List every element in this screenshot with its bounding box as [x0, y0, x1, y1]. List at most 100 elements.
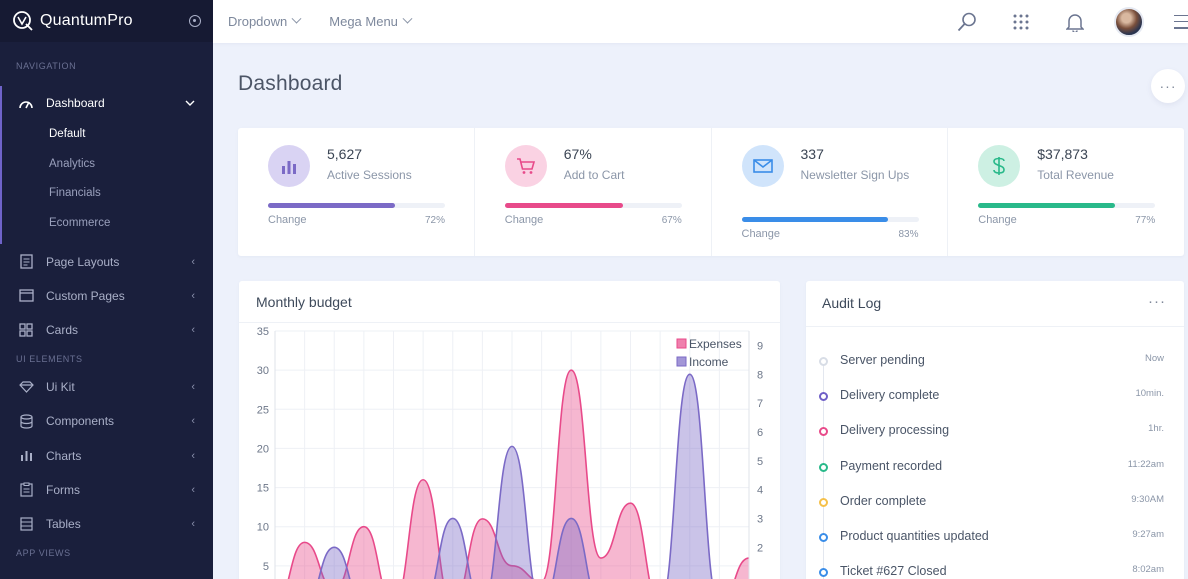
audit-more-button[interactable]: ··· [1148, 293, 1166, 310]
avatar[interactable] [1114, 6, 1144, 37]
sidebar-item-label: Forms [46, 482, 80, 497]
dollar-icon [993, 157, 1006, 175]
stat-label: Add to Cart [563, 168, 625, 182]
chevron-left-icon: ‹ [191, 289, 195, 302]
y2-tick-label: 9 [757, 340, 763, 352]
sidebar-item-label: Components [46, 414, 115, 429]
sidebar-item-label: Custom Pages [46, 288, 125, 303]
sidebar: QuantumPro NAVIGATION Dashboard Default … [0, 0, 213, 579]
form-icon [18, 482, 34, 498]
change-percent: 77% [1135, 215, 1156, 226]
dropdown-menu[interactable]: Dropdown [228, 13, 302, 29]
audit-item-text: Product quantities updated [840, 529, 989, 543]
chevron-left-icon: ‹ [191, 483, 195, 496]
sidebar-subitem-ecommerce[interactable]: Ecommerce [49, 216, 111, 229]
timeline-dot [819, 427, 828, 437]
brand[interactable]: QuantumPro [0, 0, 213, 42]
sidebar-subitem-analytics[interactable]: Analytics [49, 157, 96, 170]
gauge-icon [18, 95, 34, 111]
audit-item: Payment recorded 11:22am [806, 449, 1184, 484]
sidebar-subitem-financials[interactable]: Financials [49, 187, 101, 200]
y2-tick-label: 4 [757, 485, 763, 497]
legend-label: Expenses [689, 337, 742, 351]
change-percent: 67% [661, 215, 682, 226]
y-tick-label: 30 [257, 365, 269, 377]
progress-track [978, 203, 1156, 208]
stat-icon-circle [741, 145, 784, 187]
chevron-left-icon: ‹ [191, 415, 195, 428]
change-percent: 72% [424, 215, 445, 226]
card-divider [806, 326, 1184, 327]
y-tick-label: 20 [257, 443, 269, 455]
y-tick-label: 25 [257, 404, 269, 416]
cards-icon [18, 322, 34, 338]
nav-section-title: NAVIGATION [16, 61, 77, 71]
audit-item: Order complete 9:30AM [806, 484, 1184, 519]
audit-item: Delivery processing 1hr. [806, 413, 1184, 448]
audit-item: Ticket #627 Closed 8:02am [806, 554, 1184, 579]
sidebar-item-label: Tables [46, 517, 81, 532]
dropdown-menu-label: Dropdown [228, 14, 288, 29]
bar-chart-icon [18, 448, 34, 464]
card-title: Audit Log [822, 295, 882, 311]
brand-logo-icon [13, 11, 33, 31]
chevron-left-icon: ‹ [191, 518, 195, 531]
mega-menu[interactable]: Mega Menu [329, 13, 413, 29]
sidebar-item-forms[interactable]: Forms ‹ [0, 473, 213, 507]
audit-item: Delivery complete 10min. [806, 378, 1184, 413]
change-label: Change [978, 214, 1017, 226]
sidebar-item-custom-pages[interactable]: Custom Pages ‹ [0, 279, 213, 313]
stat-label: Active Sessions [327, 168, 412, 182]
sidebar-subitem-default[interactable]: Default [49, 128, 86, 141]
stat-icon-circle [268, 145, 310, 187]
stat-value: 67% [563, 146, 592, 162]
sidebar-item-ui-kit[interactable]: Ui Kit ‹ [0, 370, 213, 404]
timeline-dot [819, 392, 828, 402]
sidebar-item-cards[interactable]: Cards ‹ [0, 313, 213, 347]
progress-fill [504, 203, 624, 208]
timeline-dot [819, 357, 828, 366]
sidebar-item-components[interactable]: Components ‹ [0, 404, 213, 438]
y-tick-label: 15 [257, 483, 269, 495]
stat-icon-circle [978, 145, 1021, 187]
legend-swatch [676, 338, 687, 349]
stat-value: $37,873 [1037, 146, 1088, 162]
mega-menu-label: Mega Menu [329, 14, 398, 29]
mail-icon [752, 159, 773, 173]
sidebar-item-charts[interactable]: Charts ‹ [0, 438, 213, 472]
bell-icon[interactable] [1064, 11, 1086, 33]
page-title: Dashboard [238, 72, 343, 95]
monthly-budget-card: Monthly budget 35 30 25 20 15 10 5 9 8 7 6 5 4 3 2 Expe… [239, 281, 780, 579]
stat-active-sessions: 5,627 Active Sessions Change 72% [238, 128, 475, 256]
nav-section-title: APP VIEWS [16, 547, 71, 558]
card-title: Monthly budget [256, 294, 352, 310]
chevron-left-icon: ‹ [191, 324, 195, 337]
sidebar-item-label: Ui Kit [46, 379, 75, 394]
sidebar-item-dashboard[interactable]: Dashboard [2, 86, 213, 120]
change-label: Change [268, 214, 307, 226]
apps-grid-icon[interactable] [1010, 11, 1032, 33]
progress-fill [978, 203, 1115, 208]
audit-item-text: Payment recorded [840, 458, 943, 473]
y2-tick-label: 8 [757, 369, 763, 381]
chevron-down-icon [291, 13, 302, 24]
chevron-left-icon: ‹ [191, 449, 195, 462]
hamburger-menu-icon[interactable] [1174, 14, 1188, 29]
y2-tick-label: 7 [757, 398, 763, 410]
audit-item-text: Delivery complete [840, 388, 940, 403]
y2-tick-label: 3 [757, 513, 763, 525]
sidebar-item-page-layouts[interactable]: Page Layouts ‹ [0, 244, 213, 278]
sidebar-toggle-icon[interactable] [189, 15, 201, 27]
window-icon [18, 288, 34, 304]
sidebar-item-tables[interactable]: Tables ‹ [0, 507, 213, 541]
page-more-button[interactable]: ··· [1151, 69, 1185, 103]
sidebar-item-label: Dashboard [46, 96, 105, 111]
y2-tick-label: 2 [757, 542, 763, 554]
stat-icon-circle [504, 145, 547, 187]
progress-track [268, 203, 445, 208]
y-tick-label: 10 [257, 522, 269, 534]
change-percent: 83% [898, 229, 919, 240]
table-icon [18, 516, 34, 532]
search-icon[interactable] [956, 11, 978, 33]
sidebar-item-label: Charts [46, 448, 82, 463]
